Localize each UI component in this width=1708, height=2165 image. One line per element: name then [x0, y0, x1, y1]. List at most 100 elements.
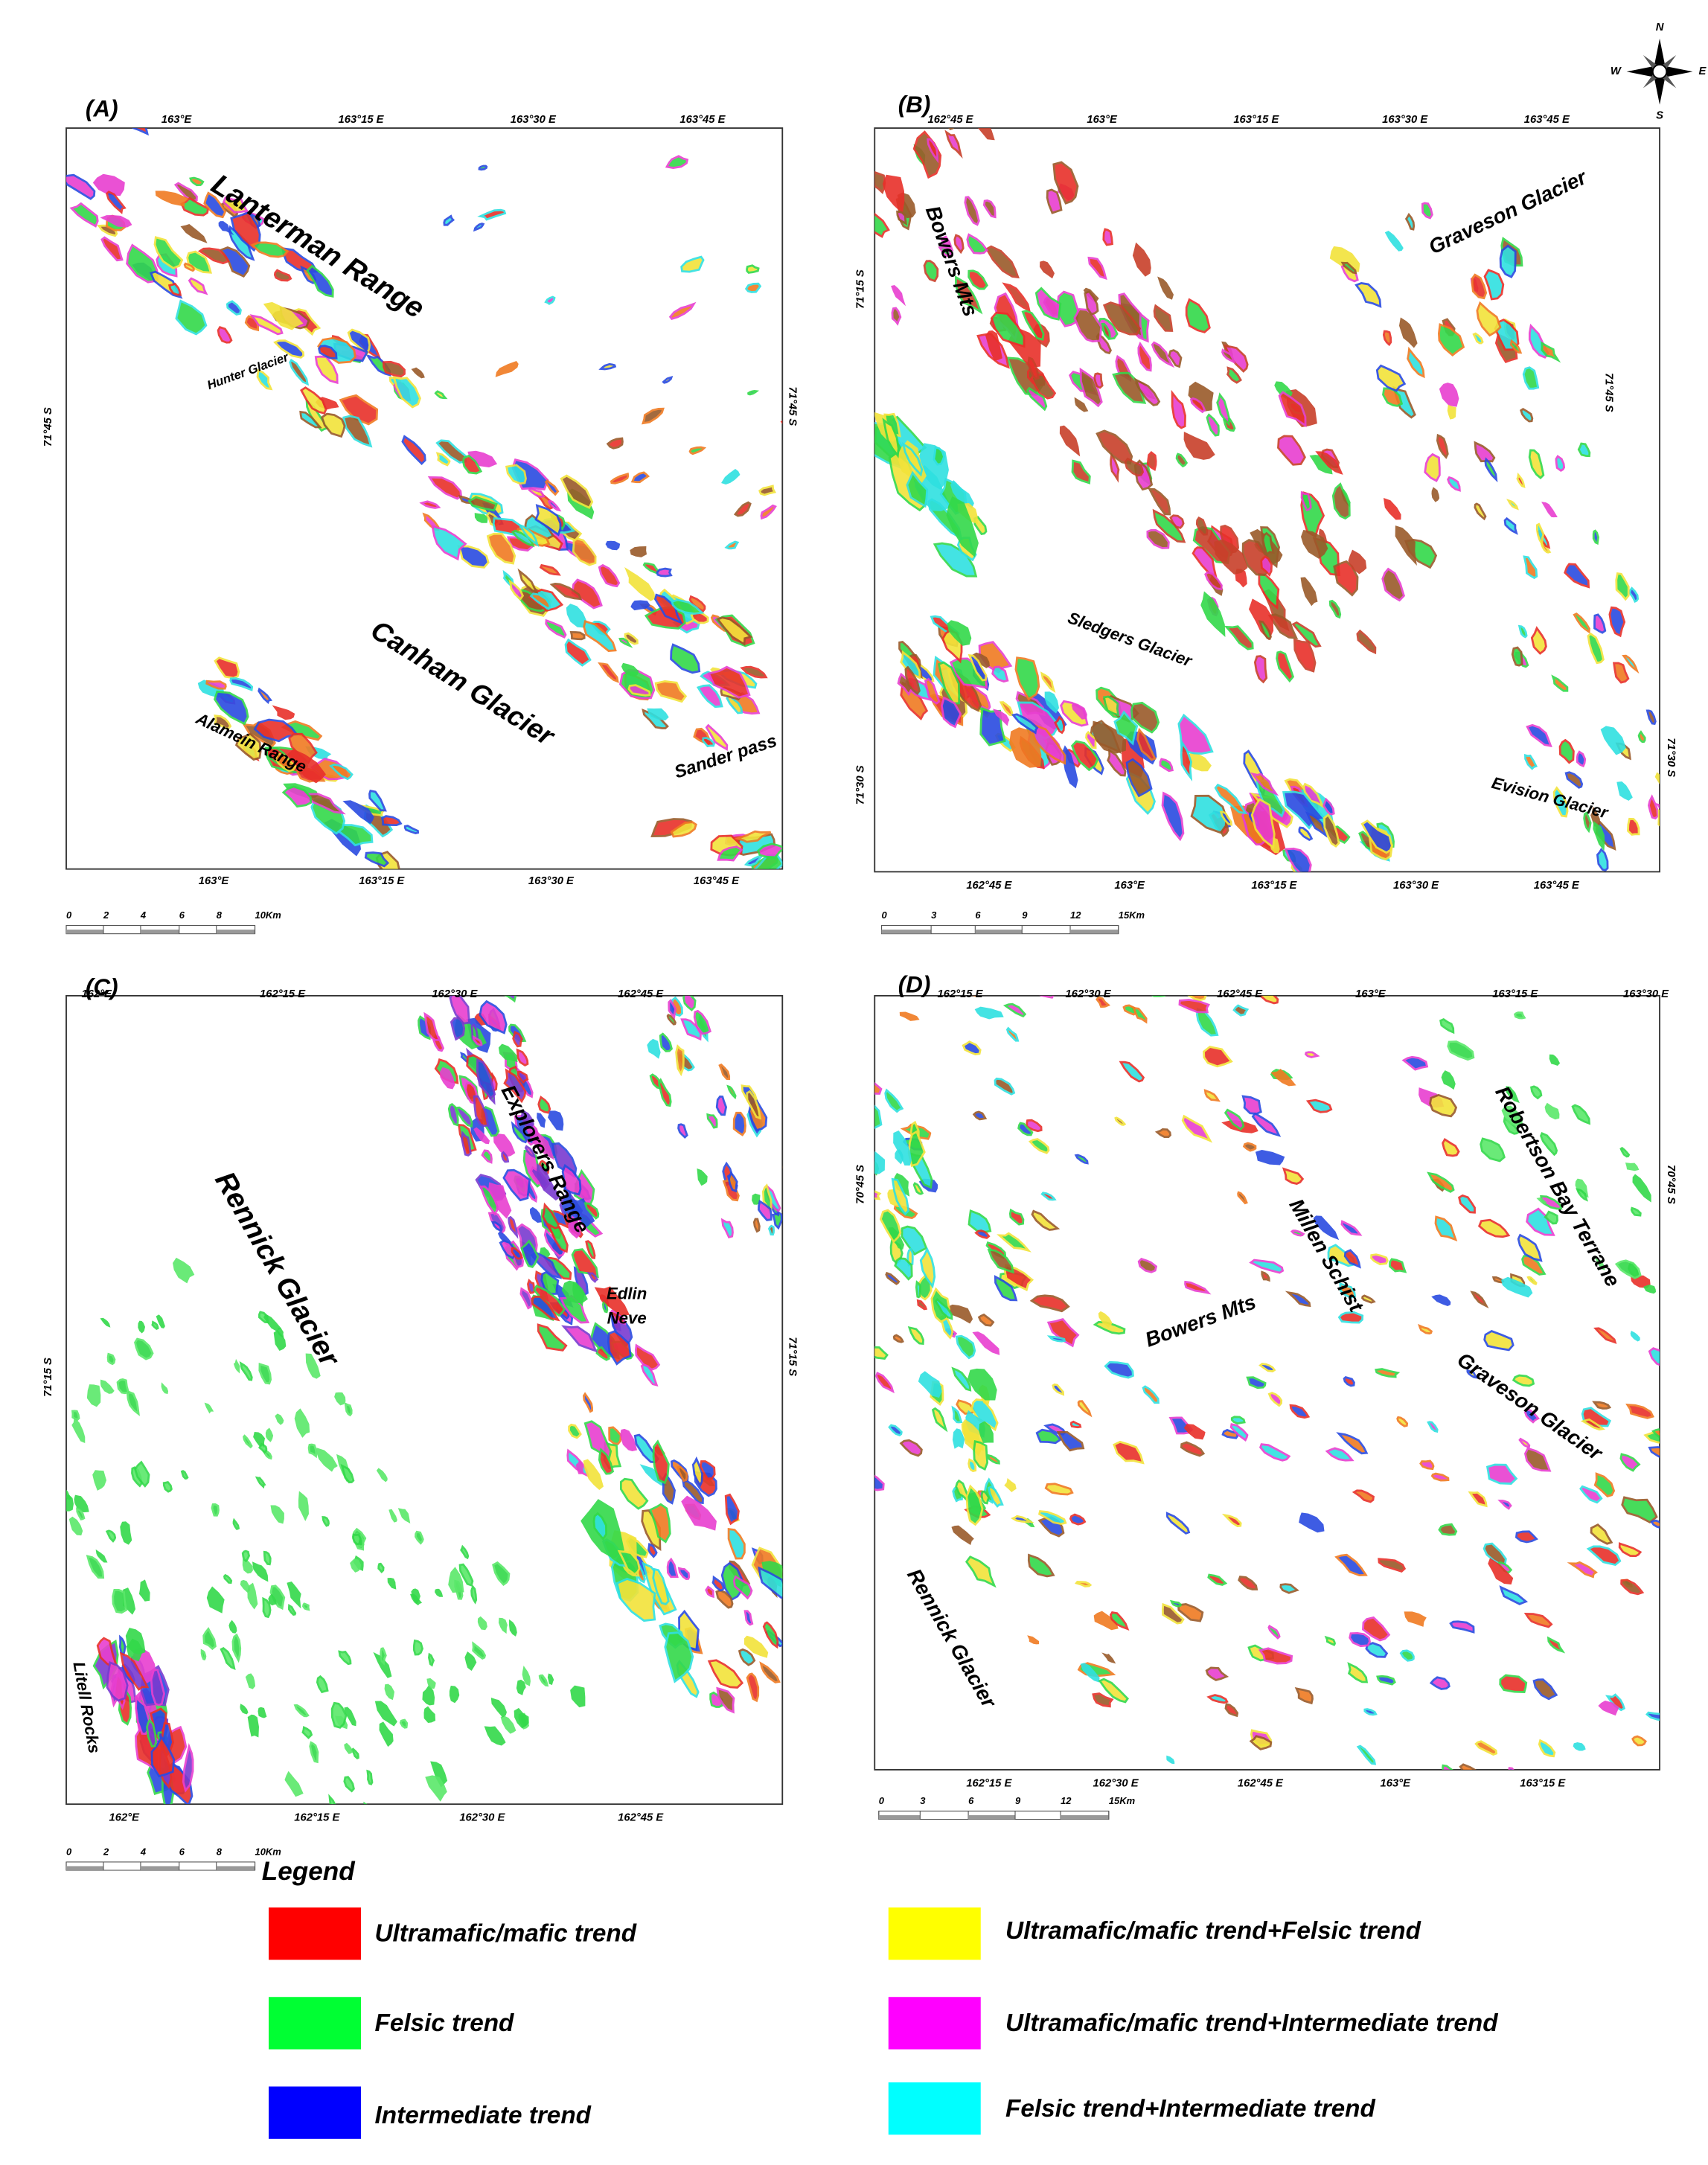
rock-outcrop	[1183, 1424, 1206, 1440]
rock-outcrop	[1109, 1611, 1130, 1631]
rock-outcrop	[252, 1561, 269, 1582]
rock-outcrop	[658, 1078, 672, 1107]
rock-outcrop	[287, 749, 326, 784]
rock-outcrop	[258, 1442, 268, 1454]
rock-outcrop	[1552, 786, 1569, 818]
rock-outcrop	[569, 630, 586, 641]
rock-outcrop	[677, 1123, 688, 1139]
rock-outcrop	[1279, 1583, 1299, 1594]
rock-outcrop	[443, 214, 455, 226]
rock-outcrop	[316, 1675, 329, 1694]
rock-outcrop	[106, 1661, 129, 1702]
rock-outcrop	[1509, 339, 1523, 354]
scale-label: 8	[217, 1846, 223, 1857]
top-coordinate: 162°15 E	[937, 988, 983, 1000]
rock-outcrop	[4, 1450, 10, 1457]
scale-label: 10Km	[255, 909, 281, 921]
rock-outcrop	[572, 536, 597, 566]
rock-outcrop	[392, 376, 421, 409]
rock-outcrop	[1429, 1676, 1450, 1690]
rock-outcrop	[268, 1593, 277, 1606]
rock-outcrop	[973, 1440, 989, 1471]
rock-outcrop	[1442, 1764, 1453, 1770]
compass-n: N	[1656, 22, 1664, 33]
rock-outcrop	[214, 656, 240, 679]
rock-outcrop	[1242, 1142, 1257, 1152]
rock-outcrop	[1513, 1011, 1526, 1020]
rock-outcrop	[1593, 1327, 1617, 1344]
rock-outcrop	[263, 1314, 282, 1331]
rock-outcrop	[100, 236, 124, 262]
rock-outcrop	[434, 390, 448, 400]
scale-label: 0	[66, 909, 72, 921]
rock-outcrop	[477, 208, 507, 221]
rock-outcrop	[1085, 730, 1097, 749]
rock-outcrop	[1142, 1385, 1160, 1404]
rock-outcrop	[1187, 995, 1207, 1002]
rock-outcrop	[937, 661, 961, 705]
rock-outcrop	[1558, 738, 1575, 764]
bottom-coordinate: 162°15 E	[966, 1777, 1012, 1789]
rock-outcrop	[630, 546, 647, 557]
legend-label: Ultramafic/mafic trend+Felsic trend	[1005, 1917, 1421, 1945]
rock-outcrop	[668, 999, 677, 1020]
rock-outcrop	[1009, 727, 1042, 768]
rock-outcrop	[403, 825, 420, 834]
rock-outcrop	[150, 1735, 176, 1778]
rock-outcrop	[879, 1209, 902, 1244]
rock-outcrop	[1333, 560, 1359, 597]
rock-outcrop	[501, 1151, 510, 1163]
rock-outcrop	[1267, 1392, 1283, 1407]
rock-outcrop	[1590, 1523, 1613, 1545]
rock-outcrop	[1044, 691, 1060, 714]
rock-outcrop	[1677, 720, 1686, 730]
bottom-coordinate: 162°45 E	[966, 880, 1012, 892]
rock-outcrop	[668, 301, 697, 320]
rock-outcrop	[707, 665, 751, 699]
rock-outcrop	[733, 501, 752, 517]
rock-outcrop	[882, 418, 900, 458]
rock-outcrop	[583, 1392, 593, 1413]
rock-outcrop	[500, 1715, 516, 1734]
rock-outcrop	[544, 479, 560, 496]
top-coordinate: 162°45 E	[1217, 988, 1263, 1000]
rock-outcrop	[1276, 650, 1295, 683]
rock-outcrop	[1289, 1404, 1311, 1419]
rock-outcrop	[1153, 304, 1174, 332]
rock-outcrop	[1300, 490, 1312, 512]
rock-outcrop	[874, 1372, 895, 1394]
rock-outcrop	[718, 1063, 731, 1081]
rock-outcrop	[1214, 539, 1248, 575]
rock-outcrop	[289, 358, 310, 386]
rock-outcrop	[918, 1371, 942, 1398]
top-coordinate: 163°30 E	[511, 114, 557, 126]
rock-outcrop	[479, 1185, 499, 1216]
rock-outcrop	[592, 1512, 607, 1541]
rock-outcrop	[1027, 356, 1040, 380]
rock-outcrop	[118, 1634, 127, 1657]
rock-outcrop	[933, 446, 945, 466]
rock-outcrop	[284, 1771, 304, 1797]
rock-outcrop	[1508, 1811, 1521, 1819]
rock-outcrop	[448, 1567, 464, 1593]
rock-outcrop	[419, 500, 441, 509]
rock-outcrop	[746, 264, 760, 274]
rock-outcrop	[759, 1661, 781, 1683]
rock-outcrop	[1530, 1085, 1543, 1100]
rock-outcrop	[1631, 1275, 1651, 1288]
rock-outcrop	[1370, 1253, 1389, 1266]
rock-outcrop	[1389, 1258, 1407, 1273]
right-coordinate: 71°45 S	[786, 386, 798, 426]
rock-outcrop	[322, 1516, 330, 1527]
top-coordinate: 162°45 E	[928, 114, 974, 126]
rock-outcrop	[980, 1490, 991, 1505]
rock-outcrop	[69, 202, 99, 228]
rock-outcrop	[481, 1149, 493, 1164]
rock-outcrop	[1608, 606, 1626, 638]
rock-outcrop	[1522, 366, 1540, 390]
rock-outcrop	[1325, 1447, 1354, 1462]
rock-outcrop	[1476, 301, 1502, 337]
rock-outcrop	[255, 1476, 266, 1489]
rock-outcrop	[952, 1428, 965, 1449]
rock-outcrop	[1084, 290, 1099, 316]
